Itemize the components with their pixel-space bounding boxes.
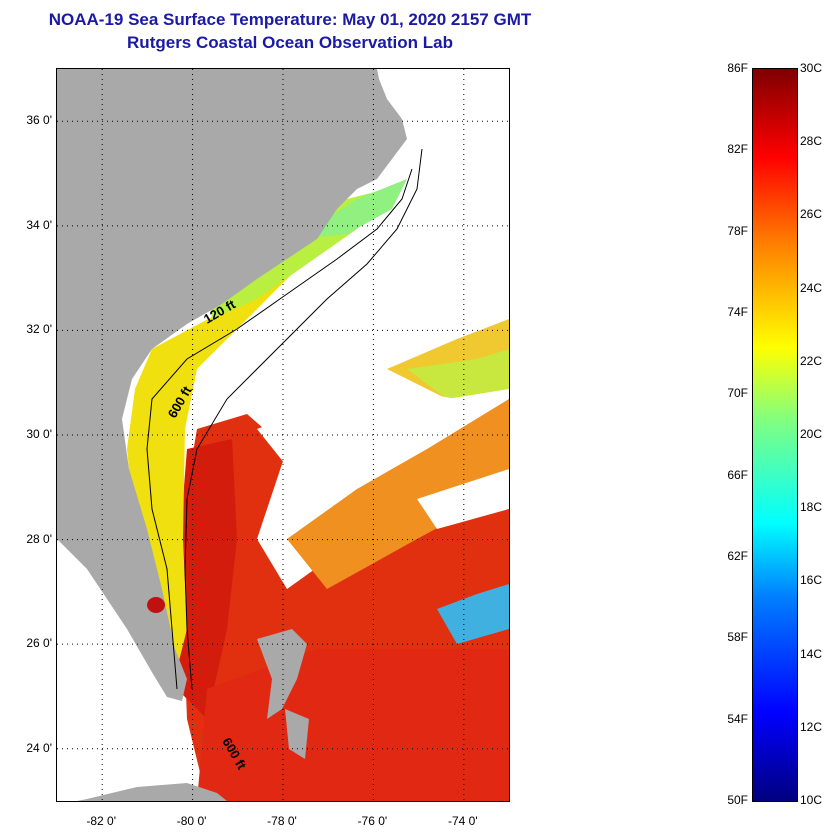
fahrenheit-label: 54F	[727, 711, 748, 726]
celsius-label: 26C	[800, 207, 823, 222]
sst-field	[127, 179, 509, 801]
celsius-label: 10C	[800, 793, 823, 807]
fahrenheit-label: 50F	[727, 793, 748, 807]
isobath-120ft	[146, 168, 413, 690]
fahrenheit-label: 74F	[727, 305, 748, 319]
latitude-tick-label: 28 0'	[26, 531, 52, 546]
cool-patch-blue	[437, 584, 509, 644]
fahrenheit-label: 66F	[727, 467, 748, 482]
celsius-label: 14C	[800, 646, 823, 661]
cloud-cover-3	[417, 469, 509, 529]
fahrenheit-label: 70F	[727, 386, 748, 401]
isobath-600ft	[184, 148, 423, 690]
celsius-label: 24C	[800, 280, 823, 295]
temperature-colorbar	[752, 68, 798, 802]
fahrenheit-label: 62F	[727, 549, 748, 563]
map-title: NOAA-19 Sea Surface Temperature: May 01,…	[48, 10, 532, 29]
celsius-label: 18C	[800, 500, 823, 515]
latitude-tick-label: 30 0'	[26, 427, 52, 441]
land-bahamas	[257, 629, 307, 719]
fahrenheit-label: 86F	[727, 61, 748, 75]
sst-map: 120 ft 600 ft 600 ft	[56, 68, 510, 802]
latitude-tick-label: 36 0'	[26, 113, 52, 128]
longitude-tick-label: -76 0'	[357, 814, 388, 828]
celsius-label: 30C	[800, 61, 823, 75]
cloud-cover	[257, 274, 509, 429]
longitude-tick-label: -80 0'	[176, 814, 207, 828]
offshore-green-patch	[407, 349, 509, 399]
latitude-tick-label: 24 0'	[26, 740, 52, 755]
longitude-tick-label: -74 0'	[447, 814, 478, 828]
celsius-label: 20C	[800, 427, 823, 441]
map-grid	[57, 69, 509, 801]
cloud-cover-2	[257, 389, 457, 479]
land-mainland	[57, 69, 407, 701]
gulf-stream-core	[177, 439, 237, 719]
land-bahamas-andros	[285, 709, 309, 759]
latitude-tick-label: 32 0'	[26, 322, 52, 337]
celsius-label: 12C	[800, 719, 823, 734]
offshore-orange-streak	[287, 399, 509, 589]
celsius-label: 22C	[800, 353, 823, 368]
celsius-label: 28C	[800, 134, 823, 149]
lake-okeechobee	[147, 597, 165, 613]
latitude-tick-label: 34 0'	[26, 217, 52, 232]
shelf-water-yellow	[127, 249, 317, 669]
celsius-label: 16C	[800, 573, 823, 588]
longitude-tick-label: -82 0'	[86, 814, 117, 828]
map-subtitle: Rutgers Coastal Ocean Observation Lab	[127, 33, 453, 52]
land-cuba	[77, 783, 227, 801]
sst-map-canvas: 120 ft 600 ft 600 ft	[57, 69, 509, 801]
fahrenheit-label: 82F	[727, 142, 748, 157]
latitude-tick-label: 26 0'	[26, 636, 52, 651]
fahrenheit-label: 58F	[727, 630, 748, 645]
longitude-tick-label: -78 0'	[267, 814, 297, 828]
fahrenheit-label: 78F	[727, 223, 748, 238]
